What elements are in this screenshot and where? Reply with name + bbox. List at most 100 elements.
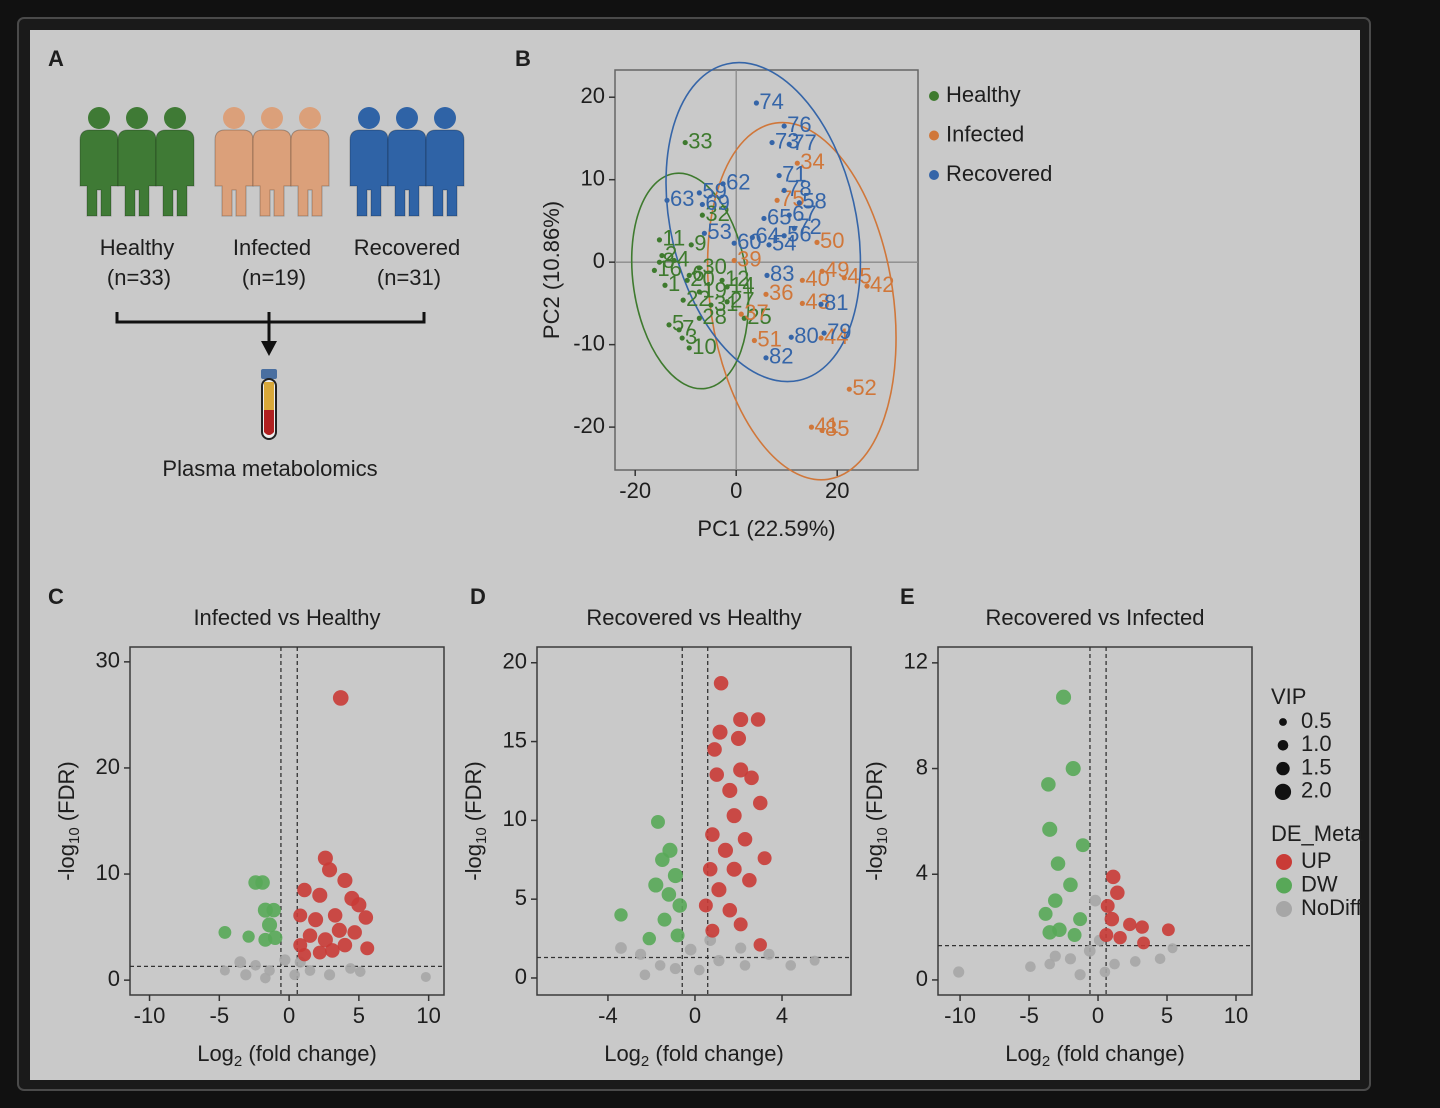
- legend-marker: [929, 170, 939, 180]
- point: [332, 690, 349, 706]
- point: [864, 283, 870, 289]
- point: [1025, 961, 1036, 973]
- point: [753, 100, 760, 106]
- point: [808, 424, 815, 430]
- point: [809, 955, 820, 966]
- point: [676, 327, 682, 333]
- y-tick-label: 8: [916, 754, 928, 779]
- person-head: [126, 107, 148, 129]
- point: [242, 930, 255, 943]
- legend-label: DW: [1301, 871, 1338, 896]
- label-part: 10: [874, 827, 891, 844]
- arrow-head: [261, 341, 277, 356]
- point: [659, 252, 665, 259]
- point: [753, 938, 767, 952]
- point-label: 31: [714, 291, 738, 316]
- point: [1113, 930, 1127, 945]
- point: [266, 902, 282, 918]
- point-label: 59: [702, 179, 726, 204]
- y-tick-label: 4: [916, 860, 928, 885]
- y-tick-label: 10: [96, 860, 120, 885]
- point: [258, 932, 273, 947]
- point: [713, 955, 725, 967]
- point: [742, 873, 757, 888]
- point: [819, 427, 825, 434]
- point: [846, 386, 852, 392]
- point: [953, 966, 965, 978]
- point: [255, 875, 270, 890]
- y-tick-label: 20: [503, 649, 527, 674]
- point-label: 32: [705, 201, 729, 226]
- group-count: (n=31): [377, 265, 441, 290]
- y-tick-label: 5: [515, 885, 527, 910]
- point-label: 69: [705, 190, 729, 215]
- person-body: [117, 129, 157, 217]
- point: [323, 969, 336, 981]
- label-part: Log: [604, 1041, 641, 1066]
- point: [684, 277, 690, 283]
- point-label: 40: [805, 266, 829, 291]
- point: [709, 767, 724, 782]
- x-tick-label: 5: [1161, 1003, 1173, 1028]
- point: [766, 242, 772, 248]
- person-body: [290, 129, 330, 217]
- point: [234, 956, 247, 968]
- point: [1074, 969, 1086, 981]
- label-part: 2: [641, 1053, 649, 1070]
- point: [1089, 894, 1102, 907]
- point-label: 83: [770, 261, 794, 286]
- point-label: 77: [792, 130, 816, 155]
- point: [750, 712, 766, 727]
- point: [358, 910, 374, 925]
- label-part: (FDR): [54, 761, 79, 827]
- point: [694, 964, 705, 976]
- point: [1129, 956, 1141, 967]
- point: [1099, 966, 1111, 978]
- point: [662, 282, 668, 288]
- point: [744, 770, 759, 786]
- x-axis-title: Log2 (fold change): [1005, 1041, 1185, 1070]
- point-label: 10: [692, 334, 716, 359]
- point: [1073, 912, 1088, 927]
- legend-title: VIP: [1271, 684, 1306, 709]
- point-label: 80: [794, 323, 818, 348]
- bracket: [115, 312, 426, 343]
- y-tick-label: 0: [916, 966, 928, 991]
- point-label: 4: [677, 246, 689, 271]
- y-tick-label: -10: [573, 330, 605, 355]
- point: [666, 322, 672, 328]
- y-tick-label: 10: [581, 166, 605, 191]
- legend-title: DE_Meta: [1271, 821, 1363, 846]
- point: [781, 187, 787, 194]
- point: [1065, 761, 1081, 777]
- point: [654, 960, 666, 971]
- point: [791, 225, 797, 231]
- point-label: 50: [820, 228, 844, 253]
- point-label: 36: [769, 280, 793, 305]
- point-label: 11: [662, 226, 685, 251]
- point: [634, 948, 647, 960]
- point-label: 67: [792, 201, 816, 226]
- point: [670, 928, 685, 943]
- point: [741, 315, 747, 321]
- point: [763, 291, 769, 297]
- point: [776, 172, 782, 179]
- legend-size: [1274, 783, 1292, 801]
- point: [337, 872, 353, 888]
- point: [821, 330, 827, 336]
- x-tick-label: -20: [619, 478, 651, 503]
- point-label: 52: [852, 375, 876, 400]
- point-label: 25: [747, 304, 771, 329]
- point-label: 27: [730, 288, 754, 313]
- x-tick-label: -10: [944, 1003, 976, 1028]
- y-axis-title: -log10 (FDR): [461, 761, 490, 880]
- point-label: 42: [870, 272, 894, 297]
- point-label: 53: [707, 219, 731, 244]
- point: [420, 971, 431, 982]
- label-part: Log: [1005, 1041, 1042, 1066]
- point: [713, 675, 729, 691]
- plot-frame: [614, 69, 919, 471]
- point: [705, 923, 720, 938]
- person-head: [299, 107, 321, 129]
- point: [1048, 893, 1063, 908]
